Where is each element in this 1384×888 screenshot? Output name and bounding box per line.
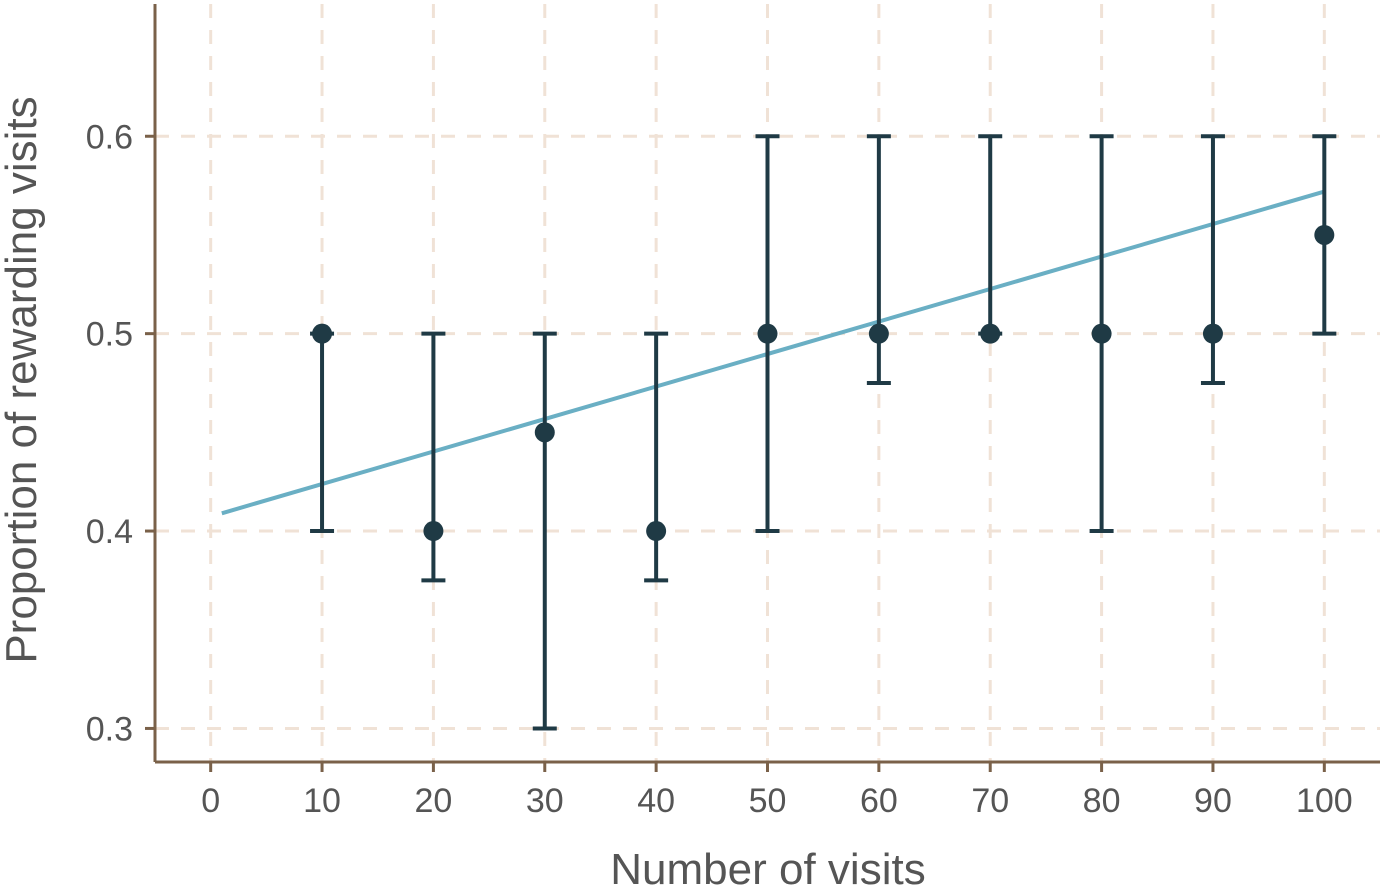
data-point-group	[755, 134, 780, 534]
x-tick-label: 80	[1083, 782, 1121, 820]
trend-line-layer	[221, 189, 1325, 516]
data-point	[868, 323, 889, 344]
x-tick-label: 30	[526, 782, 564, 820]
data-point	[1202, 323, 1223, 344]
x-tick-label: 100	[1296, 782, 1353, 820]
data-point	[312, 323, 333, 344]
x-tick-label: 60	[860, 782, 898, 820]
y-tick-label: 0.3	[86, 710, 133, 748]
y-axis-title: Proportion of rewarding visits	[0, 96, 46, 663]
x-tick-label: 70	[971, 782, 1009, 820]
data-point	[757, 323, 778, 344]
y-axis-ticks: 0.3 0.4 0.5 0.6	[86, 118, 155, 748]
data-point-group	[866, 134, 891, 385]
data-point-group	[978, 134, 1003, 344]
y-tick-label: 0.4	[86, 513, 133, 551]
data-point	[534, 422, 555, 443]
y-tick-label: 0.6	[86, 118, 133, 156]
x-tick-label: 0	[201, 782, 220, 820]
x-axis-ticks: 0 10 20 30 40 50 60 70 80 90 100	[201, 762, 1353, 820]
data-point-group	[1200, 134, 1225, 385]
data-point-group	[1089, 134, 1114, 534]
data-point-group	[421, 331, 446, 583]
data-points-layer	[310, 134, 1337, 731]
x-axis-title: Number of visits	[610, 845, 925, 888]
trend-line	[221, 189, 1325, 516]
x-tick-label: 50	[749, 782, 787, 820]
data-point-group	[310, 323, 335, 534]
x-tick-label: 40	[637, 782, 675, 820]
x-tick-label: 20	[414, 782, 452, 820]
data-point	[980, 323, 1001, 344]
data-point	[646, 521, 667, 542]
data-point	[1091, 323, 1112, 344]
data-point	[423, 521, 444, 542]
data-point	[1314, 224, 1335, 245]
y-tick-label: 0.5	[86, 316, 133, 354]
data-point-group	[644, 331, 669, 583]
data-point-group	[1312, 134, 1337, 336]
x-tick-label: 90	[1194, 782, 1232, 820]
data-point-group	[532, 331, 557, 731]
x-tick-label: 10	[303, 782, 341, 820]
